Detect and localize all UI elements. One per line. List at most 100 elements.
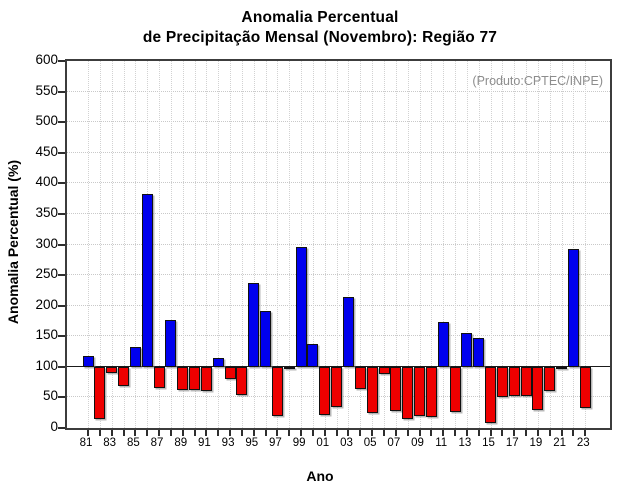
bar-2019 — [532, 366, 544, 410]
x-tick — [525, 430, 528, 436]
v-gridline — [123, 61, 125, 428]
y-tick-label: 150 — [35, 327, 58, 343]
bar-1991 — [200, 366, 212, 392]
y-tick-label: 300 — [35, 235, 58, 251]
v-gridline — [88, 61, 89, 428]
v-gridline — [230, 61, 232, 428]
x-tick — [572, 430, 575, 436]
y-tick — [58, 243, 65, 246]
x-tick — [288, 430, 291, 436]
x-tick-label: 19 — [529, 437, 543, 449]
bar-1983 — [106, 366, 118, 373]
bar-2016 — [496, 366, 508, 398]
v-gridline — [241, 61, 243, 428]
chart-title-line2: de Precipitação Mensal (Novembro): Regiã… — [142, 29, 498, 46]
x-tick — [193, 430, 196, 436]
v-gridline — [514, 61, 516, 428]
v-gridline — [372, 61, 374, 428]
product-watermark: (Produto:CPTEC/INPE) — [472, 74, 603, 88]
bar-2004 — [354, 366, 366, 390]
x-tick-label: 85 — [126, 437, 140, 449]
bar-2000 — [307, 343, 319, 367]
y-tick-label: 450 — [35, 143, 58, 159]
x-tick — [442, 430, 445, 436]
x-tick-label: 09 — [411, 437, 424, 449]
bar-1992 — [212, 358, 224, 367]
y-tick-label: 200 — [35, 296, 58, 312]
v-gridline — [218, 61, 220, 428]
v-gridline — [443, 61, 445, 428]
x-tick — [323, 430, 326, 436]
x-tick — [98, 430, 101, 436]
v-gridline — [312, 61, 314, 428]
v-gridline — [277, 61, 279, 428]
bar-2009 — [414, 366, 426, 416]
x-tick — [347, 430, 350, 436]
v-gridline — [478, 61, 480, 428]
x-tick-label: 23 — [576, 437, 590, 449]
x-tick — [359, 430, 362, 436]
v-gridline — [455, 61, 457, 428]
v-gridline — [265, 61, 267, 428]
v-gridline — [253, 61, 255, 428]
bar-1998 — [283, 366, 295, 369]
bar-2021 — [556, 366, 568, 369]
x-tick-label: 05 — [363, 437, 377, 449]
v-gridline — [194, 61, 196, 428]
bar-2020 — [544, 366, 556, 392]
x-tick-label: 17 — [505, 437, 519, 449]
h-gridline — [67, 274, 610, 276]
y-tick — [58, 396, 65, 399]
plot-area: (Produto:CPTEC/INPE) — [58, 59, 612, 436]
v-gridline — [301, 61, 303, 428]
bar-2023 — [579, 366, 591, 409]
v-gridline — [502, 61, 504, 428]
y-tick-label: 500 — [35, 113, 58, 129]
x-tick — [146, 430, 149, 436]
x-tick — [560, 430, 563, 436]
bar-1993 — [224, 366, 236, 380]
v-gridline — [537, 61, 539, 428]
v-gridline — [490, 61, 492, 428]
bar-1999 — [295, 246, 307, 367]
x-tick — [489, 430, 492, 436]
v-gridline — [206, 61, 208, 428]
y-tick-label: 550 — [35, 82, 58, 98]
y-tick — [58, 335, 65, 338]
v-gridline — [384, 61, 385, 428]
bar-1984 — [118, 366, 130, 387]
x-tick — [181, 430, 184, 436]
x-tick — [311, 430, 314, 436]
x-tick-label: 13 — [458, 437, 472, 449]
x-tick — [394, 430, 397, 436]
x-tick — [87, 430, 89, 436]
x-tick — [110, 430, 113, 436]
y-tick-label: 250 — [35, 266, 58, 282]
x-tick-label: 11 — [435, 437, 448, 449]
v-gridline — [135, 61, 137, 428]
v-gridline — [573, 61, 575, 428]
x-tick-label: 81 — [79, 437, 93, 449]
v-gridline — [585, 61, 587, 428]
x-tick-label: 97 — [269, 437, 282, 449]
y-tick — [58, 427, 65, 429]
v-gridline — [526, 61, 528, 428]
h-gridline — [67, 90, 610, 92]
x-tick-label: 83 — [103, 437, 117, 449]
y-tick — [58, 274, 65, 277]
bar-1987 — [153, 366, 165, 388]
bar-2012 — [449, 366, 461, 413]
y-tick-label: 0 — [50, 419, 58, 434]
x-tick — [548, 430, 551, 436]
y-tick — [58, 90, 65, 93]
y-tick-label: 50 — [42, 388, 58, 404]
bar-2017 — [508, 366, 520, 396]
bar-1990 — [189, 366, 201, 391]
bar-1982 — [94, 366, 106, 420]
v-gridline — [431, 61, 433, 428]
bar-2007 — [390, 366, 402, 411]
v-gridline — [289, 61, 291, 428]
x-tick — [252, 430, 255, 436]
bar-2018 — [520, 366, 532, 397]
